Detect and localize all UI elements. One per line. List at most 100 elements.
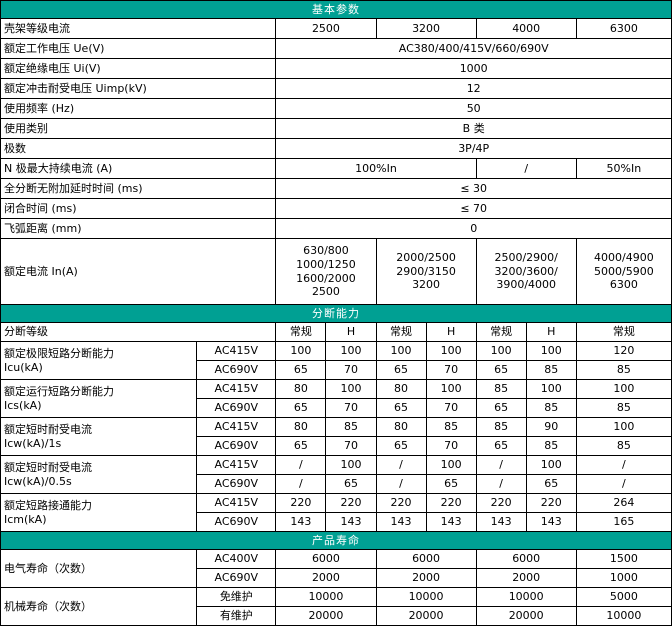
basic-row-frequency: 使用频率 (Hz) 50 (0, 98, 672, 119)
breaking-row-icu-415: 额定极限短路分断能力 Icu(kA) AC415V 100 100 100 10… (0, 341, 672, 380)
npole-label: N 极最大持续电流 (A) (0, 158, 277, 179)
basic-row-value-utilization: B 类 (275, 118, 672, 139)
breaking-label-icm: 额定短路接通能力 Icm(kA) (0, 493, 198, 532)
breaking-sub-ics-690: AC690V (196, 398, 277, 418)
breaking-cell: 100 (275, 341, 327, 361)
breaking-label-ics: 额定运行短路分断能力 Ics(kA) (0, 379, 198, 418)
breaking-cell: 85 (475, 379, 527, 399)
rated-current-line: 4000/4900 (594, 250, 654, 264)
breaking-cell: / (275, 474, 327, 494)
section-header-row-life: 产品寿命 (0, 531, 672, 550)
breaking-cell: 100 (475, 341, 527, 361)
breaking-label-line: 额定运行短路分断能力 (4, 384, 114, 398)
rated-current-values-3200: 2000/2500 2900/3150 3200 (375, 238, 477, 305)
breaking-cell: 80 (375, 379, 427, 399)
breaking-cell: 264 (575, 493, 672, 513)
breaking-cell: 65 (525, 474, 577, 494)
breaking-sub-icw05s-690: AC690V (196, 474, 277, 494)
breaking-cell: 65 (425, 474, 477, 494)
breaking-cell: 100 (425, 341, 477, 361)
life-label-mechanical: 机械寿命（次数） (0, 587, 198, 626)
breaking-row-icw05s-415: 额定短时耐受电流 Icw(kA)/0.5s AC415V / 100 / 100… (0, 455, 672, 494)
frame-rating-value-4000: 4000 (475, 18, 577, 39)
breaking-sub-icm-415: AC415V (196, 493, 277, 513)
rated-current-values-2500: 630/800 1000/1250 1600/2000 2500 (275, 238, 377, 305)
breaking-row-icw1s-690: AC690V 65 70 65 70 65 85 85 (1, 436, 672, 456)
breaking-cell: 85 (525, 360, 577, 380)
basic-row-ue: 额定工作电压 Ue(V) AC380/400/415V/660/690V (0, 38, 672, 59)
rated-current-line: 2000/2500 (396, 250, 456, 264)
breaking-cell: 80 (275, 417, 327, 437)
breaking-sub-icu-415: AC415V (196, 341, 277, 361)
timing-label-closing-time: 闭合时间 (ms) (0, 198, 277, 219)
grade-label: 分断等级 (0, 322, 277, 342)
breaking-cell: 165 (575, 512, 672, 532)
basic-row-utilization: 使用类别 B 类 (0, 118, 672, 139)
breaking-cell: / (575, 474, 672, 494)
breaking-cell: 65 (275, 398, 327, 418)
breaking-sub-icw1s-415: AC415V (196, 417, 277, 437)
breaking-sub-icw1s-690: AC690V (196, 436, 277, 456)
grade-row: 分断等级 常规 H 常规 H 常规 H 常规 (0, 322, 672, 342)
timing-row-arc-distance: 飞弧距离 (mm) 0 (0, 218, 672, 239)
grade-value-6: 常规 (575, 322, 672, 342)
life-cell: 10000 (375, 587, 477, 607)
breaking-cell: 100 (325, 379, 377, 399)
breaking-sub-icm-690: AC690V (196, 512, 277, 532)
rated-current-line: 5000/5900 (594, 264, 654, 278)
basic-row-value-ue: AC380/400/415V/660/690V (275, 38, 672, 59)
basic-row-label-ue: 额定工作电压 Ue(V) (0, 38, 277, 59)
breaking-cell: 65 (275, 436, 327, 456)
life-cell: 6000 (375, 549, 477, 569)
breaking-cell: 100 (375, 341, 427, 361)
breaking-cell: 70 (425, 360, 477, 380)
breaking-cell: 143 (425, 512, 477, 532)
life-cell: 5000 (575, 587, 672, 607)
breaking-label-line: 额定短时耐受电流 (4, 422, 92, 436)
life-row-mechanical-free: 机械寿命（次数） 免维护 10000 10000 10000 5000 (0, 587, 672, 626)
breaking-row-icm-415: 额定短路接通能力 Icm(kA) AC415V 220 220 220 220 … (0, 493, 672, 532)
life-cell: 20000 (275, 606, 377, 626)
breaking-cell: 85 (575, 398, 672, 418)
rated-current-line: 3200 (412, 278, 441, 292)
breaking-sub-icw05s-415: AC415V (196, 455, 277, 475)
breaking-label-icw-05s: 额定短时耐受电流 Icw(kA)/0.5s (0, 455, 198, 494)
breaking-cell: 80 (275, 379, 327, 399)
breaking-cell: / (475, 455, 527, 475)
breaking-cell: 65 (275, 360, 327, 380)
life-cell: 2000 (375, 568, 477, 588)
breaking-cell: 70 (425, 398, 477, 418)
breaking-label-line: Icu(kA) (4, 360, 43, 374)
life-cell: 20000 (475, 606, 577, 626)
life-cell: 10000 (475, 587, 577, 607)
life-label-electrical: 电气寿命（次数） (0, 549, 198, 588)
life-cell: 20000 (375, 606, 477, 626)
life-cell: 2000 (275, 568, 377, 588)
breaking-label-line: Icw(kA)/1s (4, 436, 62, 450)
breaking-cell: 220 (275, 493, 327, 513)
breaking-cell: 70 (325, 398, 377, 418)
breaking-label-icu: 额定极限短路分断能力 Icu(kA) (0, 341, 198, 380)
grade-value-0: 常规 (275, 322, 327, 342)
breaking-cell: 100 (325, 455, 377, 475)
breaking-cell: 85 (475, 417, 527, 437)
npole-value-slash: / (475, 158, 577, 179)
breaking-cell: 143 (325, 512, 377, 532)
breaking-cell: 100 (575, 417, 672, 437)
timing-value-breaking-time: ≤ 30 (275, 178, 672, 199)
timing-label-breaking-time: 全分断无附加延时时间 (ms) (0, 178, 277, 199)
breaking-cell: 100 (525, 455, 577, 475)
breaking-cell: 120 (575, 341, 672, 361)
npole-value-50in: 50%In (575, 158, 672, 179)
frame-rating-value-2500: 2500 (275, 18, 377, 39)
life-cell: 6000 (275, 549, 377, 569)
rated-current-line: 3200/3600/ (494, 264, 558, 278)
life-sub-mechanical-maint: 有维护 (196, 606, 277, 626)
section-header-breaking: 分断能力 (0, 304, 672, 323)
breaking-cell: 220 (375, 493, 427, 513)
breaking-cell: 65 (475, 436, 527, 456)
breaking-cell: / (475, 474, 527, 494)
timing-value-arc-distance: 0 (275, 218, 672, 239)
breaking-cell: 65 (375, 398, 427, 418)
